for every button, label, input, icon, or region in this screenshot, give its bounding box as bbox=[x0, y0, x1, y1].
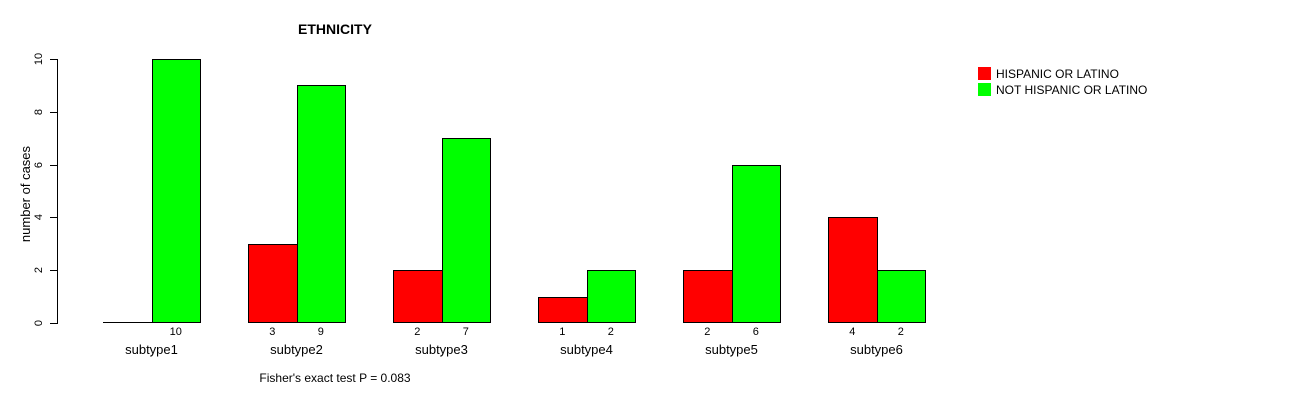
chart-title: ETHNICITY bbox=[298, 21, 372, 37]
y-axis-tick bbox=[50, 270, 57, 272]
x-category-label: subtype3 bbox=[415, 342, 468, 357]
x-category-label: subtype1 bbox=[125, 342, 178, 357]
y-axis-tick bbox=[50, 323, 57, 324]
bar-value-label: 2 bbox=[897, 326, 904, 338]
legend-label-not-hispanic: NOT HISPANIC OR LATINO bbox=[996, 82, 1148, 97]
y-axis-tick bbox=[50, 217, 57, 219]
bar-hispanic-or-latino-subtype1 bbox=[103, 322, 153, 323]
bar-not-hispanic-or-latino-subtype3 bbox=[441, 138, 491, 323]
y-axis-title: number of cases bbox=[18, 145, 33, 243]
bar-value-label: 6 bbox=[752, 326, 759, 338]
legend: HISPANIC OR LATINO NOT HISPANIC OR LATIN… bbox=[978, 66, 1147, 98]
bar-not-hispanic-or-latino-subtype2 bbox=[296, 85, 346, 323]
fisher-test-annotation: Fisher's exact test P = 0.083 bbox=[259, 371, 411, 385]
bar-value-label: 10 bbox=[169, 326, 182, 338]
bar-not-hispanic-or-latino-subtype5 bbox=[731, 164, 781, 323]
x-category-label: subtype6 bbox=[850, 342, 903, 357]
y-tick-label: 10 bbox=[33, 52, 45, 66]
legend-item-not-hispanic: NOT HISPANIC OR LATINO bbox=[978, 82, 1147, 97]
y-tick-label: 6 bbox=[33, 161, 45, 168]
x-category-label: subtype4 bbox=[560, 342, 613, 357]
bar-value-label: 4 bbox=[849, 326, 856, 338]
y-axis-tick bbox=[50, 59, 57, 60]
legend-item-hispanic: HISPANIC OR LATINO bbox=[978, 66, 1147, 81]
bar-value-label: 9 bbox=[317, 326, 324, 338]
bar-not-hispanic-or-latino-subtype4 bbox=[586, 270, 636, 323]
bar-hispanic-or-latino-subtype4 bbox=[538, 296, 588, 323]
y-axis-line bbox=[57, 59, 58, 324]
y-tick-label: 2 bbox=[33, 267, 45, 274]
bar-value-label: 2 bbox=[704, 326, 711, 338]
bar-value-label: 1 bbox=[559, 326, 566, 338]
x-category-label: subtype2 bbox=[270, 342, 323, 357]
y-tick-label: 8 bbox=[33, 108, 45, 115]
legend-swatch-hispanic-icon bbox=[978, 67, 991, 80]
legend-label-hispanic: HISPANIC OR LATINO bbox=[996, 66, 1119, 81]
x-category-label: subtype5 bbox=[705, 342, 758, 357]
legend-swatch-not-hispanic-icon bbox=[978, 83, 991, 96]
y-tick-label: 4 bbox=[33, 214, 45, 221]
bar-value-label: 2 bbox=[607, 326, 614, 338]
bar-value-label: 3 bbox=[269, 326, 276, 338]
y-axis-tick bbox=[50, 164, 57, 166]
bar-not-hispanic-or-latino-subtype6 bbox=[876, 270, 926, 323]
bar-not-hispanic-or-latino-subtype1 bbox=[151, 59, 201, 323]
y-tick-label: 0 bbox=[33, 319, 45, 327]
bar-hispanic-or-latino-subtype5 bbox=[683, 270, 733, 323]
bar-hispanic-or-latino-subtype2 bbox=[248, 243, 298, 323]
y-axis-tick bbox=[50, 111, 57, 113]
bar-value-label: 7 bbox=[462, 326, 469, 338]
bar-hispanic-or-latino-subtype6 bbox=[828, 217, 878, 323]
bar-hispanic-or-latino-subtype3 bbox=[393, 270, 443, 323]
bar-value-label: 2 bbox=[414, 326, 421, 338]
